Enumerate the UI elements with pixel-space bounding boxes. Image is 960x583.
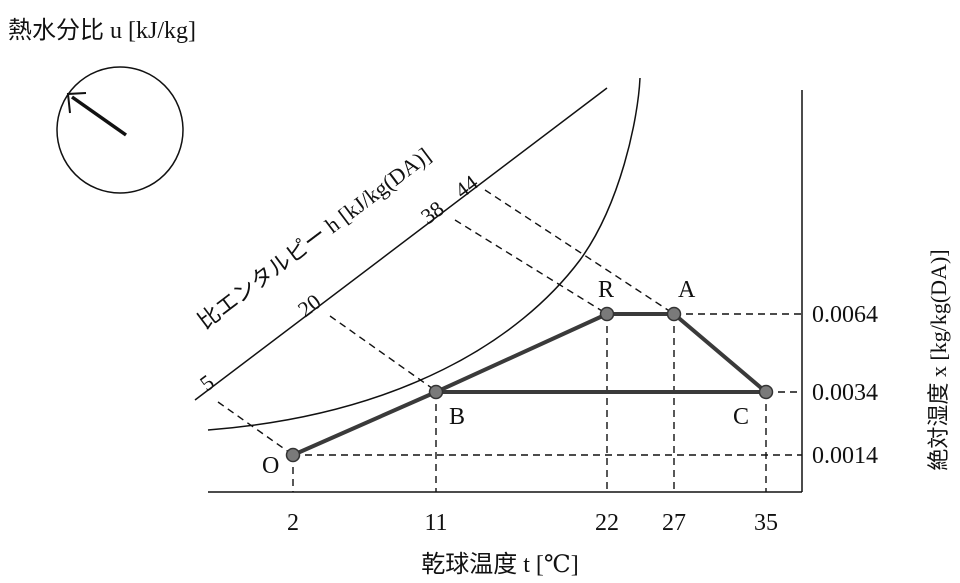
x-axis-label: 乾球温度 t [℃] xyxy=(421,551,579,578)
state-point-C xyxy=(758,384,774,400)
x-tick-27: 27 xyxy=(662,510,686,536)
saturation-curve xyxy=(207,77,641,431)
x-tick-35: 35 xyxy=(754,510,778,536)
enthalpy-tick-38: 38 xyxy=(416,196,449,229)
point-label-B: B xyxy=(449,404,465,430)
state-point-B xyxy=(428,384,444,400)
state-point-R xyxy=(599,306,615,322)
x-tick-22: 22 xyxy=(595,510,619,536)
chart-title: 熱水分比 u [kJ/kg] xyxy=(8,17,196,44)
enthalpy-tick-44: 44 xyxy=(450,170,483,203)
state-point-A xyxy=(666,306,682,322)
state-point-O xyxy=(285,447,301,463)
enthalpy-tick-5: 5 xyxy=(195,369,219,396)
enthalpy-line-38 xyxy=(454,219,608,315)
y-axis-label: 絶対湿度 x [kg/kg(DA)] xyxy=(926,249,951,470)
protractor-circle xyxy=(56,66,184,194)
direction-arrow-shaft xyxy=(70,95,128,137)
process-line-B-R xyxy=(434,312,609,394)
point-label-C: C xyxy=(733,404,749,430)
enthalpy-scale-line xyxy=(194,87,608,401)
y-tick-0.0034: 0.0034 xyxy=(812,380,878,406)
process-line-O-B xyxy=(291,390,438,457)
y-tick-0.0064: 0.0064 xyxy=(812,302,878,328)
x-tick-11: 11 xyxy=(424,510,447,536)
enthalpy-tick-20: 20 xyxy=(293,289,326,322)
x-tick-2: 2 xyxy=(287,510,299,536)
moisture-ratio-protractor xyxy=(56,66,184,194)
enthalpy-line-20 xyxy=(329,315,437,392)
process-lines xyxy=(291,312,768,457)
point-label-A: A xyxy=(678,277,696,303)
enthalpy-line-5 xyxy=(217,401,294,456)
process-line-A-C xyxy=(672,312,768,394)
enthalpy-line-44 xyxy=(484,189,675,315)
point-label-O: O xyxy=(262,453,279,479)
y-tick-0.0014: 0.0014 xyxy=(812,443,878,469)
point-label-R: R xyxy=(598,277,614,303)
direction-arrow-head xyxy=(66,92,87,114)
state-points xyxy=(285,306,774,463)
